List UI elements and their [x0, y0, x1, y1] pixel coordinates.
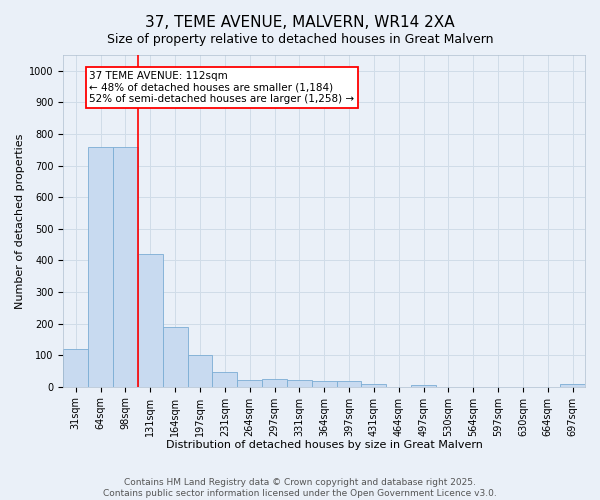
Bar	[188, 355, 212, 386]
Bar	[287, 380, 312, 386]
Bar	[361, 384, 386, 386]
Y-axis label: Number of detached properties: Number of detached properties	[15, 133, 25, 308]
Bar	[411, 385, 436, 386]
Text: 37 TEME AVENUE: 112sqm
← 48% of detached houses are smaller (1,184)
52% of semi-: 37 TEME AVENUE: 112sqm ← 48% of detached…	[89, 71, 355, 104]
Bar	[163, 326, 188, 386]
Bar	[312, 381, 337, 386]
Text: Size of property relative to detached houses in Great Malvern: Size of property relative to detached ho…	[107, 32, 493, 46]
Bar	[237, 380, 262, 386]
Bar	[212, 372, 237, 386]
Text: Contains HM Land Registry data © Crown copyright and database right 2025.
Contai: Contains HM Land Registry data © Crown c…	[103, 478, 497, 498]
Bar	[262, 379, 287, 386]
Bar	[560, 384, 585, 386]
Bar	[138, 254, 163, 386]
Bar	[113, 146, 138, 386]
X-axis label: Distribution of detached houses by size in Great Malvern: Distribution of detached houses by size …	[166, 440, 482, 450]
Bar	[88, 146, 113, 386]
Bar	[337, 381, 361, 386]
Text: 37, TEME AVENUE, MALVERN, WR14 2XA: 37, TEME AVENUE, MALVERN, WR14 2XA	[145, 15, 455, 30]
Bar	[64, 349, 88, 387]
